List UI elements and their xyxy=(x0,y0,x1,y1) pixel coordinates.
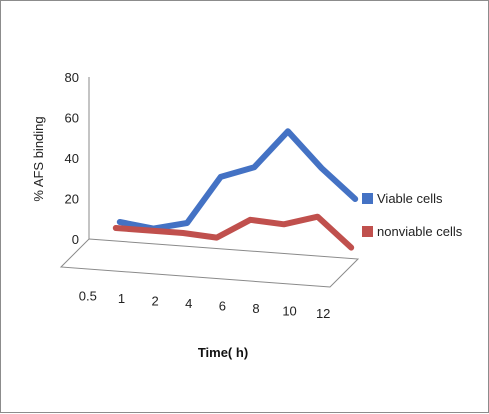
legend-label: nonviable cells xyxy=(377,224,463,239)
y-axis-title: % AFS binding xyxy=(31,116,46,201)
chart-axes xyxy=(61,77,358,287)
y-tick-label: 0 xyxy=(72,232,79,247)
x-tick-label: 8 xyxy=(252,301,259,316)
x-axis-title: Time( h) xyxy=(198,345,248,360)
legend: Viable cells nonviable cells xyxy=(362,191,463,239)
legend-swatch xyxy=(362,193,373,204)
legend-swatch xyxy=(362,226,373,237)
x-tick-label: 12 xyxy=(316,306,330,321)
series-line-0 xyxy=(120,131,355,228)
x-tick-label: 4 xyxy=(185,296,192,311)
x-tick-label: 6 xyxy=(219,298,226,313)
series-layer xyxy=(116,131,356,248)
x-tick-label: 10 xyxy=(282,303,296,318)
y-tick-label: 40 xyxy=(65,151,79,166)
y-tick-label: 60 xyxy=(65,111,79,126)
y-tick-label: 80 xyxy=(65,70,79,85)
series-line-1 xyxy=(116,217,351,248)
legend-label: Viable cells xyxy=(377,191,443,206)
y-axis-ticks: 0 20 40 60 80 xyxy=(65,70,79,247)
y-tick-label: 20 xyxy=(65,192,79,207)
x-tick-label: 1 xyxy=(118,291,125,306)
chart-floor xyxy=(61,239,358,287)
x-tick-label: 0.5 xyxy=(79,288,97,303)
x-tick-label: 2 xyxy=(151,293,158,308)
